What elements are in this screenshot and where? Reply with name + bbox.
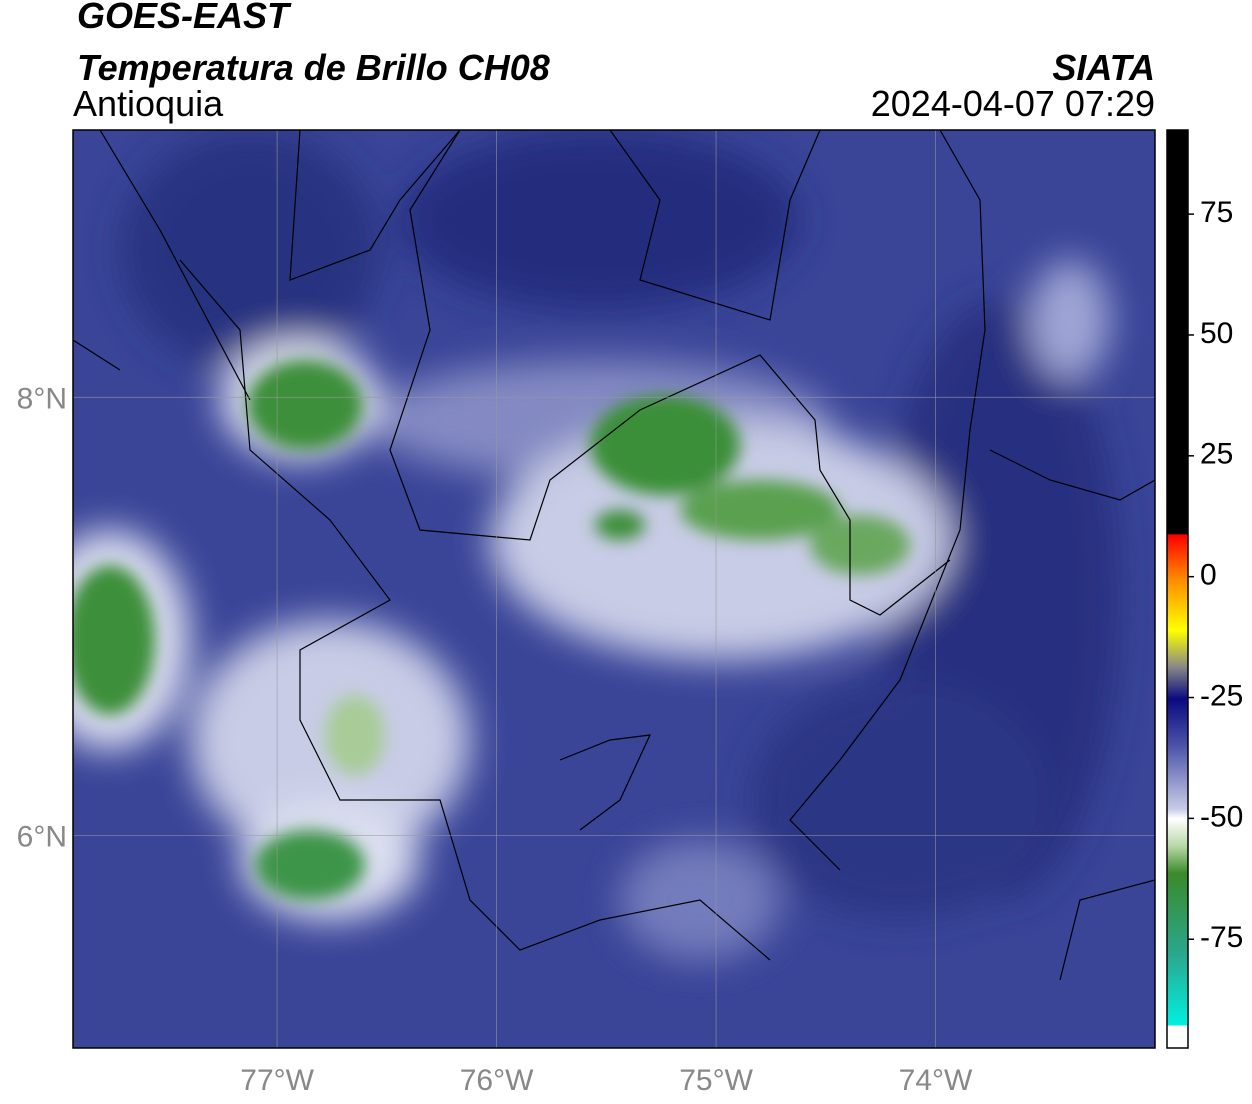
colorbar-tick-label: 25 bbox=[1200, 438, 1233, 471]
colorbar-tick-label: 50 bbox=[1200, 317, 1233, 350]
y-tick-label: 6°N bbox=[17, 820, 67, 853]
x-tick-label: 74°W bbox=[899, 1064, 973, 1097]
colorbar-tick-label: -50 bbox=[1200, 800, 1243, 833]
colorbar-tick-label: 0 bbox=[1200, 559, 1217, 592]
colorbar-tick-label: -25 bbox=[1200, 679, 1243, 712]
title: GOES-EAST bbox=[77, 0, 292, 36]
map-frame bbox=[72, 129, 1156, 1049]
x-tick-label: 75°W bbox=[679, 1064, 753, 1097]
colorbar-tick-label: 75 bbox=[1200, 196, 1233, 229]
grid bbox=[73, 130, 1155, 1048]
source: SIATA bbox=[1052, 47, 1155, 88]
colorbar-tick-label: -75 bbox=[1200, 921, 1243, 954]
region: Antioquia bbox=[73, 83, 224, 124]
satellite-image bbox=[73, 130, 1155, 1048]
x-tick-label: 77°W bbox=[240, 1064, 314, 1097]
x-tick-label: 76°W bbox=[460, 1064, 534, 1097]
datetime: 2024-04-07 07:29 bbox=[871, 83, 1155, 124]
y-tick-label: 8°N bbox=[17, 382, 67, 415]
colorbar bbox=[1166, 129, 1189, 1049]
subtitle: Temperatura de Brillo CH08 bbox=[77, 47, 550, 88]
